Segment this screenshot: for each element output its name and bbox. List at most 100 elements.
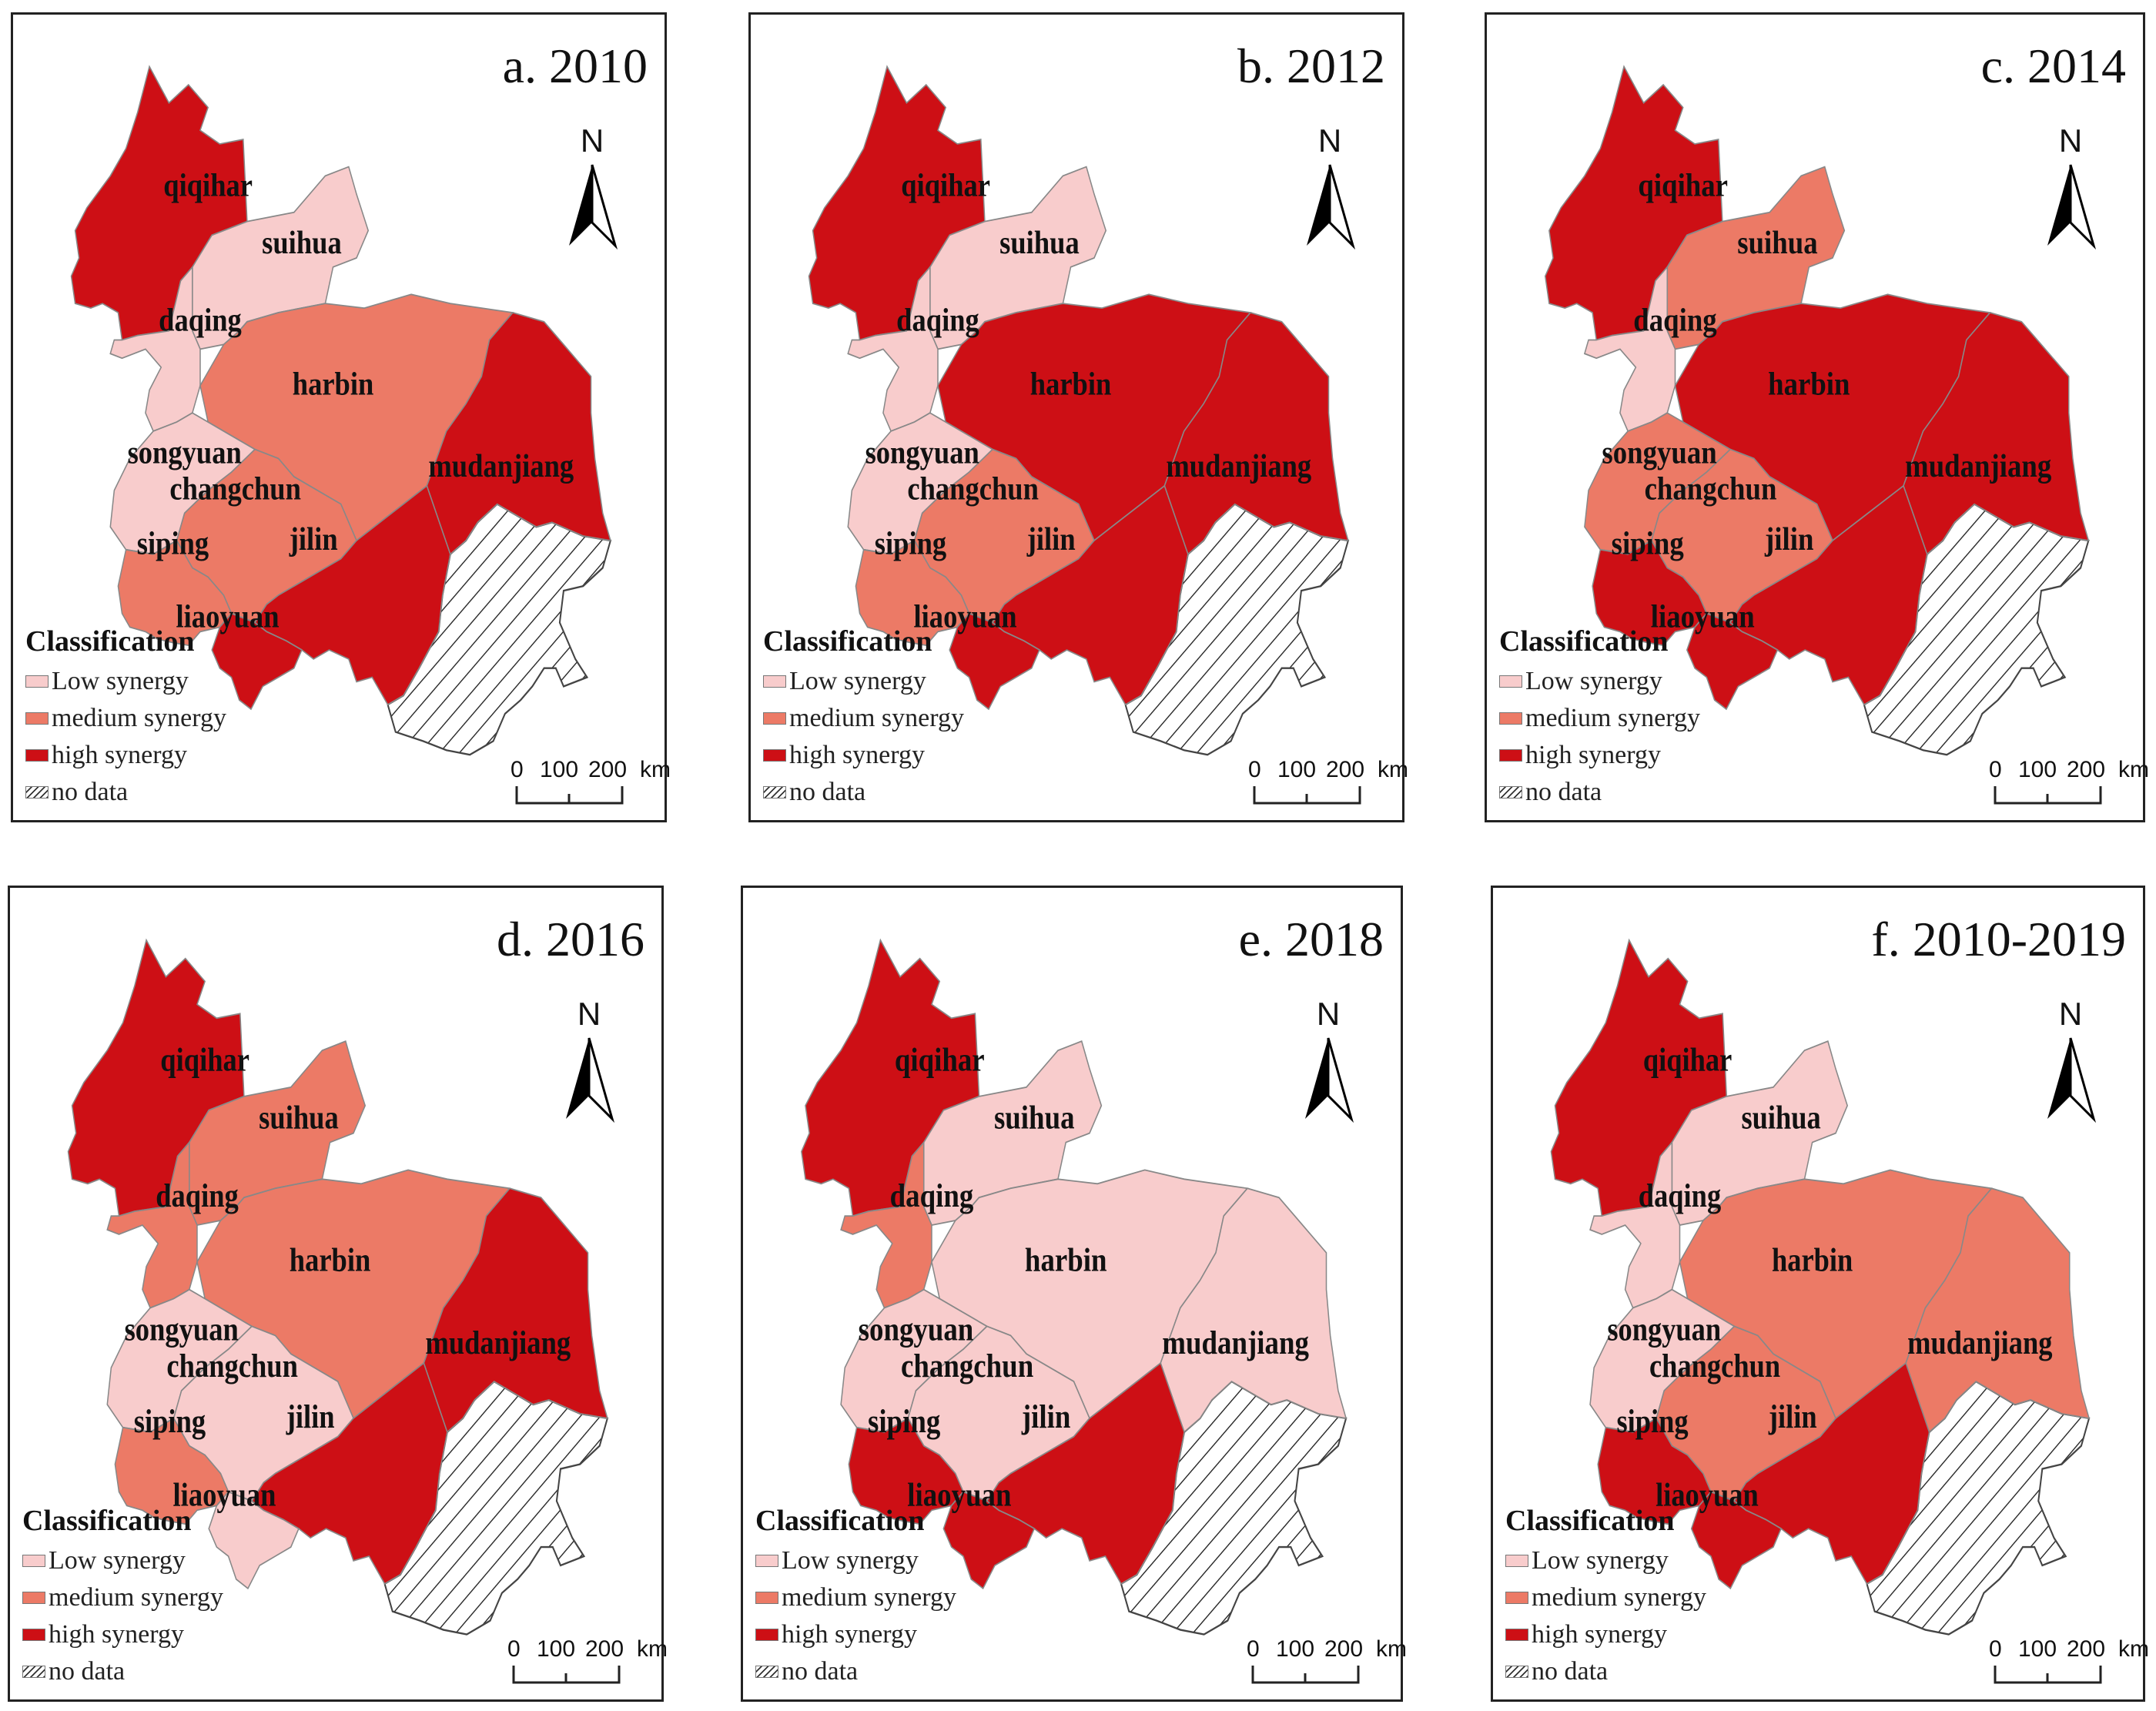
- region-mudanjiang: [1160, 1187, 1348, 1434]
- city-label-suihua: suihua: [259, 1099, 339, 1136]
- city-label-harbin: harbin: [1768, 366, 1850, 402]
- city-label-daqing: daqing: [1639, 1177, 1721, 1214]
- legend-label: high synergy: [52, 741, 187, 769]
- legend-label: medium synergy: [1532, 1583, 1706, 1612]
- city-label-jilin: jilin: [289, 521, 338, 557]
- legend-label: no data: [1525, 778, 1602, 806]
- scale-tick-label: 200: [588, 757, 628, 782]
- legend-item: Low synergy: [755, 1542, 956, 1579]
- scale-tick-label: 200: [585, 1636, 624, 1662]
- legend: Classification Low synergy medium synergy h…: [763, 624, 964, 811]
- scale-bar: 0 100 200 km: [511, 757, 671, 806]
- scale-tick-label: 0: [507, 1636, 521, 1662]
- legend-swatch: [25, 712, 49, 725]
- region-mudanjiang: [1903, 312, 2090, 556]
- map-panel: qiqihar suihua daqing harbin mudanjiang songy…: [741, 886, 1407, 1702]
- legend-label: Low synergy: [782, 1546, 919, 1575]
- legend-item: no data: [1505, 1653, 1706, 1690]
- city-label-harbin: harbin: [290, 1241, 371, 1278]
- legend-label: medium synergy: [49, 1583, 223, 1612]
- city-label-daqing: daqing: [890, 1177, 974, 1214]
- legend-swatch: [25, 786, 49, 799]
- legend-swatch: [1505, 1592, 1528, 1604]
- city-label-qiqihar: qiqihar: [901, 167, 990, 203]
- legend-swatch: [25, 675, 49, 688]
- north-label: N: [1317, 996, 1340, 1032]
- city-label-siping: siping: [1612, 525, 1684, 561]
- scale-tick-label: 0: [511, 757, 524, 782]
- north-label: N: [2059, 996, 2082, 1032]
- city-label-mudanjiang: mudanjiang: [428, 448, 574, 484]
- legend: Classification Low synergy medium synergy h…: [1505, 1504, 1706, 1690]
- city-label-jilin: jilin: [1768, 1398, 1817, 1435]
- legend-swatch: [763, 786, 786, 799]
- legend-item: no data: [25, 774, 226, 811]
- scale-tick-label: 0: [1247, 1636, 1260, 1662]
- city-label-jilin: jilin: [1021, 1398, 1070, 1435]
- region-jilin: [1733, 1361, 1930, 1585]
- region-siping: [1592, 539, 1708, 647]
- city-label-siping: siping: [875, 525, 947, 561]
- city-label-liaoyuan: liaoyuan: [1656, 1475, 1759, 1513]
- legend-label: Low synergy: [1532, 1546, 1669, 1575]
- scale-bar: 0 100 200 km: [1989, 1636, 2149, 1686]
- panel-title: a. 2010: [502, 39, 648, 93]
- legend-swatch: [1505, 1555, 1528, 1567]
- legend-label: high synergy: [49, 1620, 184, 1649]
- city-label-harbin: harbin: [1025, 1241, 1107, 1278]
- city-label-songyuan: songyuan: [128, 434, 242, 470]
- region-daqing: [1589, 1140, 1681, 1309]
- city-label-harbin: harbin: [1772, 1241, 1853, 1279]
- legend-swatch: [763, 712, 786, 725]
- map-panel: qiqihar suihua daqing harbin mudanjiang songy…: [748, 12, 1408, 822]
- region-daqing: [106, 1140, 198, 1309]
- scale-unit: km: [2118, 1636, 2149, 1662]
- legend-item: high synergy: [755, 1616, 956, 1653]
- map-panel: qiqihar suihua daqing harbin mudanjiang songy…: [1491, 886, 2149, 1702]
- scale-tick-label: 200: [1326, 757, 1365, 782]
- legend: Classification Low synergy medium synergy h…: [25, 624, 226, 811]
- legend-title: Classification: [755, 1505, 925, 1537]
- legend-item: medium synergy: [755, 1579, 956, 1616]
- north-label: N: [578, 996, 601, 1032]
- city-label-siping: siping: [134, 1402, 206, 1439]
- city-label-songyuan: songyuan: [125, 1311, 239, 1348]
- city-label-harbin: harbin: [1030, 366, 1112, 402]
- scale-tick-label: 100: [2018, 1636, 2057, 1662]
- city-label-changchun: changchun: [907, 470, 1039, 507]
- map-panel: qiqihar suihua daqing harbin mudanjiang songy…: [11, 12, 671, 822]
- legend-item: Low synergy: [1499, 663, 1700, 700]
- legend-swatch: [763, 675, 786, 688]
- city-label-liaoyuan: liaoyuan: [176, 598, 280, 635]
- north-arrow-icon: N: [2040, 996, 2101, 1130]
- legend-item: Low synergy: [25, 663, 226, 700]
- scale-unit: km: [637, 1636, 668, 1662]
- region-siping: [114, 1417, 229, 1525]
- city-label-jilin: jilin: [1764, 521, 1813, 557]
- city-label-changchun: changchun: [166, 1347, 297, 1384]
- panel-title: c. 2014: [1980, 39, 2126, 93]
- region-jilin: [253, 484, 451, 706]
- legend-label: Low synergy: [52, 667, 189, 695]
- legend-item: medium synergy: [763, 700, 964, 737]
- legend-swatch: [755, 1629, 778, 1641]
- city-label-suihua: suihua: [999, 224, 1080, 260]
- region-liaoyuan: [1690, 1491, 1783, 1590]
- legend-label: Low synergy: [49, 1546, 186, 1575]
- north-label: N: [581, 122, 604, 159]
- scale-unit: km: [640, 757, 671, 782]
- region-daqing: [840, 1140, 932, 1309]
- panel-title: d. 2016: [497, 912, 644, 966]
- legend-item: no data: [22, 1653, 223, 1690]
- legend-label: no data: [782, 1657, 859, 1686]
- legend: Classification Low synergy medium synergy h…: [755, 1504, 956, 1690]
- region-mudanjiang: [1905, 1187, 2091, 1434]
- city-label-liaoyuan: liaoyuan: [907, 1476, 1011, 1513]
- map-panel: qiqihar suihua daqing harbin mudanjiang songy…: [8, 886, 668, 1702]
- region-liaoyuan: [211, 612, 303, 711]
- region-jilin: [250, 1361, 448, 1585]
- legend-item: medium synergy: [1499, 700, 1700, 737]
